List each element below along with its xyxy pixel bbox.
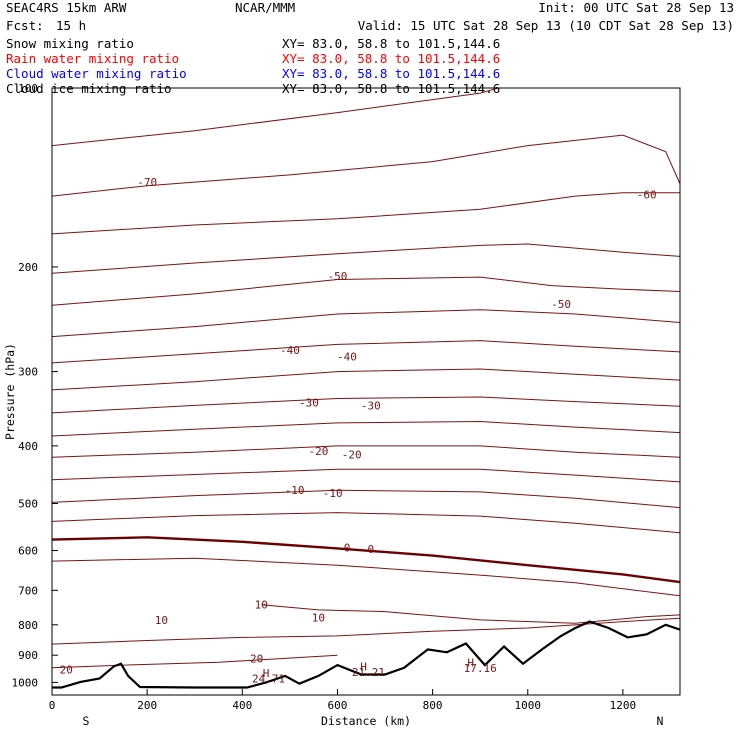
field-xy-0: XY= 83.0, 58.8 to 101.5,144.6 [282,36,500,51]
field-name-0: Snow mixing ratio [6,36,134,51]
contour-label: -50 [328,270,348,283]
field-xy-2: XY= 83.0, 58.8 to 101.5,144.6 [282,66,500,81]
contour-label: H [263,667,270,680]
isotherm-line-m20 [52,445,680,458]
x-axis-start-label: S [83,714,90,728]
field-name-1: Rain water mixing ratio [6,51,179,66]
contour-label: -10 [323,487,343,500]
isotherm-line-5 [52,557,680,597]
org-name: NCAR/MMM [235,0,295,15]
y-tick-label: 300 [18,366,38,379]
contour-label: 10 [155,614,168,627]
contour-label: H [467,656,474,669]
x-tick-label: 400 [232,699,252,712]
contour-label: 20 [60,664,73,677]
x-tick-label: 600 [328,699,348,712]
isotherm-line-15 [52,617,680,645]
isotherm-line-m70 [52,134,680,197]
isotherm-line-m30 [52,396,680,414]
y-tick-label: 400 [18,440,38,453]
contour-label: -30 [361,399,381,412]
model-title: SEAC4RS 15km ARW [6,0,127,15]
isotherm-line-m55 [52,243,680,274]
x-axis-label: Distance (km) [321,714,411,728]
terrain-line [52,620,680,689]
isotherm-line-m45 [52,309,680,338]
contour-label: 17.16 [464,662,497,675]
y-axis-label: Pressure (hPa) [3,343,17,440]
isotherm-line-m35 [52,368,680,391]
y-tick-label: 700 [18,584,38,597]
contour-label: -30 [299,396,319,409]
contour-label: 10 [312,612,325,625]
x-tick-label: 200 [137,699,157,712]
contour-label: -20 [342,449,362,462]
valid-time: Valid: 15 UTC Sat 28 Sep 13 (10 CDT Sat … [358,18,734,33]
isotherm-line-m5 [52,512,680,534]
y-tick-label: 1000 [12,676,39,689]
isotherm-line-m25 [52,420,680,437]
contour-label: 20 [250,653,263,666]
y-tick-label: 600 [18,545,38,558]
isotherm-line-m80 [52,88,501,147]
contour-label: -20 [308,445,328,458]
isotherm-line-20 [52,654,338,669]
isotherm-line-10 [261,604,680,624]
contour-label: 0 [367,543,374,556]
field-name-2: Cloud water mixing ratio [6,66,187,81]
contour-label: -40 [337,351,357,364]
x-axis-end-label: N [657,714,664,728]
field-xy-1: XY= 83.0, 58.8 to 101.5,144.6 [282,51,500,66]
y-tick-label: 100 [18,82,38,95]
contour-label: -70 [137,176,157,189]
contour-group: -70 -60 -50 -50 -40 -40 -30 -30 -20 -20 -10 -10 0 0 10… [52,88,680,689]
plot-frame [51,87,681,696]
contour-label: 24.71 [252,673,285,686]
isotherm-line-0 [52,536,680,584]
fcst-value: 15 h [56,18,86,33]
contour-label: -50 [551,298,571,311]
y-tick-label: 900 [18,649,38,662]
isotherm-line-m10 [52,489,680,509]
contour-label: 21.21 [352,666,385,679]
x-tick-label: 1200 [610,699,637,712]
y-tick-label: 200 [18,261,38,274]
x-tick-label: 0 [49,699,56,712]
x-tick-label: 800 [423,699,443,712]
contour-label: H [360,660,367,673]
isotherm-line-m15 [52,468,680,483]
x-tick-label: 1000 [515,699,542,712]
contour-label: 0 [344,542,351,555]
contour-label: 10 [255,599,268,612]
contour-label: -10 [285,484,305,497]
isotherm-line-m50 [52,276,680,306]
isotherm-line-m40 [52,340,680,364]
contour-label: -40 [280,344,300,357]
contour-label: -60 [637,188,657,201]
fcst-label: Fcst: [6,18,44,33]
init-time: Init: 00 UTC Sat 28 Sep 13 [538,0,734,15]
y-tick-label: 500 [18,497,38,510]
y-tick-label: 800 [18,619,38,632]
isotherm-line-m60 [52,192,680,235]
